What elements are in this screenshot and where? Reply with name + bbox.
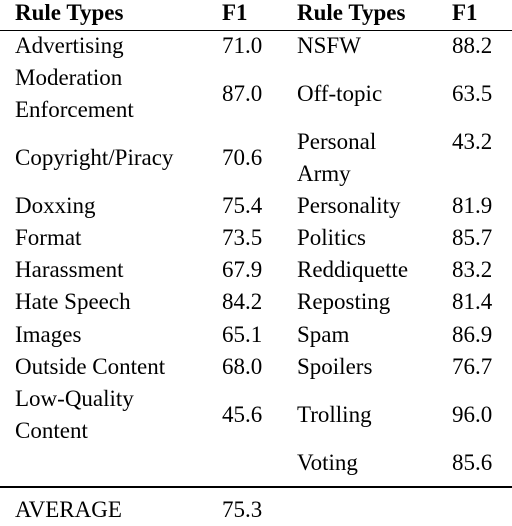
right-f1-4: 85.7: [452, 225, 493, 250]
right-rule-3-line-0: Personality: [297, 193, 401, 218]
right-rule-5-line-0: Reddiquette: [297, 257, 409, 282]
left-f1-3: 75.4: [222, 193, 263, 218]
header-f1-left: F1: [222, 0, 248, 25]
left-f1-4: 73.5: [222, 225, 263, 250]
right-rule-6-line-0: Reposting: [297, 289, 391, 314]
right-f1-0: 88.2: [452, 33, 493, 58]
right-f1-10: 85.6: [452, 450, 493, 475]
average-label: AVERAGE: [15, 497, 122, 522]
right-f1-5: 83.2: [452, 257, 493, 282]
right-rule-7-line-0: Spam: [297, 322, 350, 347]
left-rule-9-line-0: Low-Quality: [15, 386, 134, 411]
right-rule-4-line-0: Politics: [297, 225, 367, 250]
left-rule-5-line-0: Harassment: [15, 257, 124, 282]
average-f1: 75.3: [222, 497, 263, 522]
left-f1-6: 84.2: [222, 289, 263, 314]
left-f1-5: 67.9: [222, 257, 263, 282]
left-rule-4-line-0: Format: [15, 225, 82, 250]
header-f1-right: F1: [452, 0, 478, 25]
left-rule-1-line-0: Moderation: [15, 65, 123, 90]
header-rule-types-left: Rule Types: [15, 0, 124, 25]
right-rule-8-line-0: Spoilers: [297, 354, 373, 379]
right-rule-1-line-0: Off-topic: [297, 81, 383, 106]
right-f1-9: 96.0: [452, 402, 493, 427]
left-rule-8-line-0: Outside Content: [15, 354, 166, 379]
left-rule-0-line-0: Advertising: [15, 33, 124, 58]
left-f1-0: 71.0: [222, 33, 263, 58]
left-f1-7: 65.1: [222, 322, 263, 347]
left-rule-1-line-1: Enforcement: [15, 97, 134, 122]
left-f1-9: 45.6: [222, 402, 263, 427]
left-f1-2: 70.6: [222, 145, 263, 170]
left-rule-2-line-0: Copyright/Piracy: [15, 145, 174, 170]
right-f1-2: 43.2: [452, 129, 493, 154]
right-rule-9-line-0: Trolling: [297, 402, 372, 427]
right-rule-2-line-0: Personal: [297, 129, 377, 154]
left-f1-8: 68.0: [222, 354, 263, 379]
average-rule: [0, 486, 512, 488]
right-rule-10-line-0: Voting: [297, 450, 358, 475]
left-rule-3-line-0: Doxxing: [15, 193, 96, 218]
left-f1-1: 87.0: [222, 81, 263, 106]
left-rule-9-line-1: Content: [15, 418, 88, 443]
header-rule: [0, 30, 512, 31]
right-f1-8: 76.7: [452, 354, 493, 379]
header-rule-types-right: Rule Types: [297, 0, 406, 25]
right-rule-2-line-1: Army: [297, 161, 351, 186]
right-rule-0-line-0: NSFW: [297, 33, 361, 58]
right-f1-1: 63.5: [452, 81, 493, 106]
left-rule-7-line-0: Images: [15, 322, 82, 347]
left-rule-6-line-0: Hate Speech: [15, 289, 131, 314]
right-f1-3: 81.9: [452, 193, 493, 218]
right-f1-6: 81.4: [452, 289, 493, 314]
right-f1-7: 86.9: [452, 322, 493, 347]
